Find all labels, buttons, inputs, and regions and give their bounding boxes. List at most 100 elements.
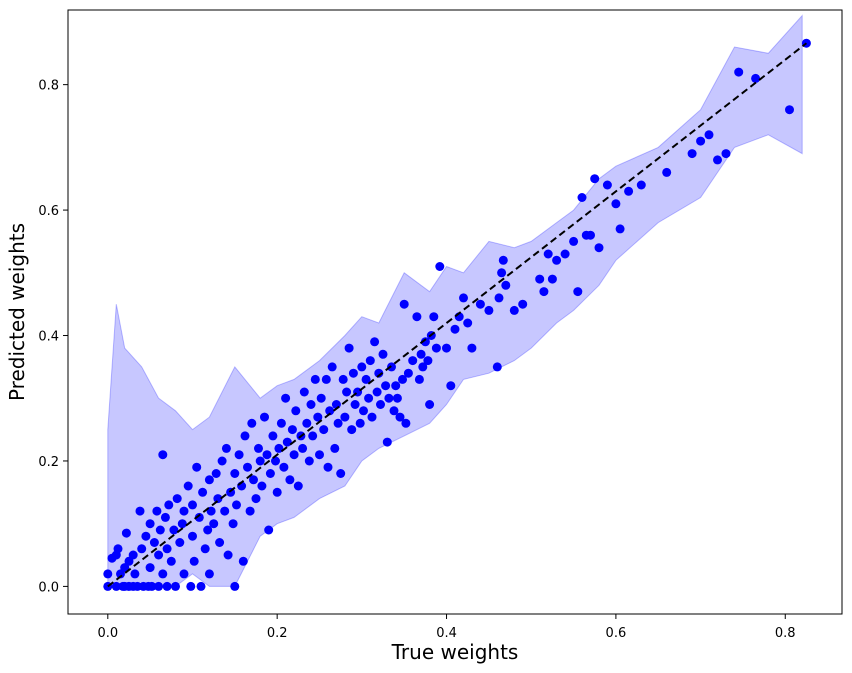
data-point bbox=[569, 236, 579, 246]
y-tick-label: 0.4 bbox=[38, 330, 59, 345]
data-point bbox=[162, 581, 172, 591]
data-point bbox=[204, 475, 214, 485]
data-point bbox=[158, 450, 168, 460]
data-point bbox=[704, 130, 714, 140]
data-point bbox=[137, 544, 147, 554]
data-point bbox=[158, 569, 168, 579]
data-point bbox=[230, 469, 240, 478]
data-point bbox=[518, 299, 528, 309]
data-point bbox=[135, 506, 145, 516]
data-point bbox=[408, 356, 418, 366]
data-point bbox=[308, 431, 318, 441]
data-point bbox=[687, 149, 697, 159]
data-point bbox=[492, 362, 502, 372]
data-point bbox=[348, 368, 358, 378]
data-point bbox=[262, 450, 272, 460]
data-point bbox=[378, 349, 388, 359]
data-point bbox=[361, 374, 371, 384]
data-point bbox=[196, 581, 206, 591]
data-point bbox=[281, 393, 291, 403]
data-point bbox=[154, 581, 164, 591]
data-point bbox=[384, 393, 394, 403]
data-point bbox=[412, 312, 422, 322]
data-point bbox=[319, 425, 329, 435]
data-point bbox=[172, 494, 182, 504]
data-point bbox=[166, 556, 176, 566]
data-point bbox=[713, 155, 722, 165]
data-point bbox=[232, 500, 241, 510]
data-point bbox=[357, 362, 367, 372]
data-point bbox=[425, 400, 435, 409]
data-point bbox=[149, 538, 159, 547]
data-point bbox=[189, 556, 199, 566]
data-point bbox=[154, 550, 164, 560]
data-point bbox=[624, 186, 634, 196]
data-point bbox=[543, 249, 553, 259]
data-point bbox=[316, 393, 326, 403]
data-point bbox=[359, 406, 368, 416]
data-point bbox=[272, 487, 282, 497]
data-point bbox=[374, 368, 384, 378]
data-point bbox=[192, 462, 202, 472]
data-point bbox=[484, 305, 494, 315]
data-point bbox=[221, 443, 231, 453]
data-point bbox=[323, 462, 333, 472]
data-point bbox=[590, 174, 600, 184]
data-point bbox=[217, 456, 227, 466]
data-point bbox=[111, 581, 121, 591]
data-point bbox=[160, 512, 170, 522]
data-point bbox=[420, 337, 430, 347]
data-point bbox=[306, 400, 316, 409]
data-point bbox=[152, 506, 162, 516]
data-point bbox=[547, 274, 557, 284]
data-point bbox=[223, 550, 233, 560]
data-point bbox=[145, 519, 155, 529]
data-points-layer bbox=[103, 38, 811, 591]
y-tick-label: 0.6 bbox=[38, 204, 59, 219]
data-point bbox=[260, 412, 269, 422]
data-point bbox=[734, 67, 744, 77]
data-point bbox=[560, 249, 570, 259]
data-point bbox=[247, 418, 257, 428]
data-point bbox=[215, 538, 225, 547]
data-point bbox=[255, 456, 265, 466]
data-point bbox=[586, 230, 595, 240]
data-point bbox=[264, 525, 274, 535]
data-point bbox=[238, 556, 248, 566]
data-point bbox=[228, 519, 238, 529]
y-axis-label: Predicted weights bbox=[5, 223, 29, 401]
data-point bbox=[442, 343, 451, 353]
data-point bbox=[198, 487, 208, 497]
data-point bbox=[615, 224, 625, 234]
data-point bbox=[271, 456, 280, 466]
x-tick-label: 0.2 bbox=[267, 626, 288, 641]
y-tick-label: 0.2 bbox=[38, 455, 59, 470]
data-point bbox=[662, 167, 672, 177]
data-point bbox=[268, 431, 278, 441]
identity-line bbox=[107, 42, 808, 588]
data-point bbox=[382, 437, 392, 447]
data-point bbox=[336, 469, 346, 478]
data-point bbox=[113, 544, 123, 554]
y-tick-label: 0.0 bbox=[38, 580, 59, 595]
data-point bbox=[381, 381, 391, 391]
y-tick-label: 0.8 bbox=[38, 79, 59, 94]
data-point bbox=[321, 374, 331, 384]
data-point bbox=[498, 255, 508, 265]
data-point bbox=[364, 393, 374, 403]
data-point bbox=[414, 374, 424, 384]
data-point bbox=[577, 193, 587, 202]
data-point bbox=[169, 525, 179, 535]
data-point bbox=[209, 519, 219, 529]
data-point bbox=[179, 506, 189, 516]
data-point bbox=[721, 149, 731, 159]
data-point bbox=[183, 481, 193, 491]
data-point bbox=[249, 475, 258, 485]
data-point bbox=[602, 180, 612, 190]
data-point bbox=[310, 374, 320, 384]
data-point bbox=[279, 462, 289, 472]
data-point bbox=[785, 105, 794, 115]
data-point bbox=[141, 531, 151, 541]
data-point bbox=[240, 431, 250, 441]
data-point bbox=[289, 450, 299, 460]
